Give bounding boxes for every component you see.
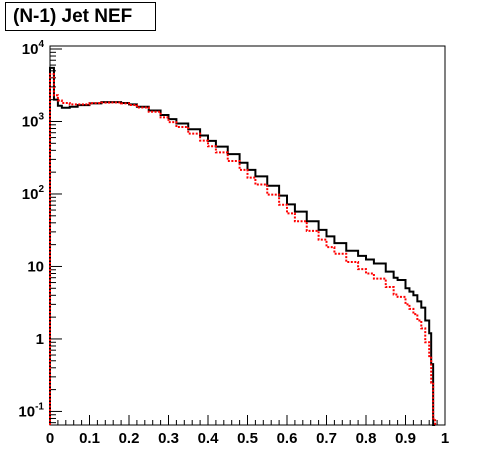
x-tick-label: 0.6: [277, 430, 298, 447]
x-tick-label: 0.8: [356, 430, 377, 447]
chart-title: (N-1) Jet NEF: [5, 2, 156, 31]
x-tick-label: 0.3: [158, 430, 179, 447]
x-tick-label: 0.9: [395, 430, 416, 447]
x-tick-label: 1: [441, 430, 449, 447]
y-tick-label: 1: [36, 331, 44, 348]
series-layer: [49, 66, 437, 426]
x-tick-label: 0.4: [198, 430, 220, 447]
red-dotted-series: [49, 73, 437, 425]
y-tick-label: 102: [22, 184, 45, 203]
x-tick-label: 0.5: [237, 430, 258, 447]
y-tick-label: 104: [22, 39, 45, 58]
y-axis: 10-1 1 10 102 103 104: [18, 39, 62, 424]
x-tick-label: 0.1: [79, 430, 100, 447]
black-solid-series: [49, 66, 436, 426]
y-tick-label: 10-1: [18, 401, 44, 420]
x-axis: 0 0.1 0.2 0.3 0.4 0.5 0.6 0.7 0.8 0.9 1: [46, 415, 449, 447]
x-tick-label: 0.2: [119, 430, 140, 447]
x-tick-label: 0.7: [316, 430, 337, 447]
y-tick-label: 103: [22, 111, 45, 130]
y-tick-label: 10: [27, 258, 44, 275]
x-tick-label: 0: [46, 430, 54, 447]
